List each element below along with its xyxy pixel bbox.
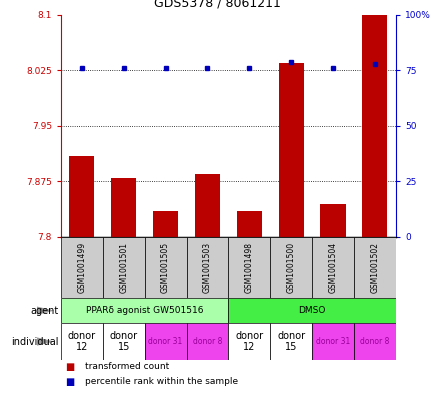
Bar xyxy=(111,178,136,237)
Text: GSM1001500: GSM1001500 xyxy=(286,242,295,293)
Bar xyxy=(320,204,345,237)
Text: GSM1001504: GSM1001504 xyxy=(328,242,337,293)
Text: PPARδ agonist GW501516: PPARδ agonist GW501516 xyxy=(85,306,203,315)
Text: donor
15: donor 15 xyxy=(276,331,305,352)
Bar xyxy=(362,15,387,237)
Text: GSM1001502: GSM1001502 xyxy=(370,242,378,293)
Text: GSM1001501: GSM1001501 xyxy=(119,242,128,293)
Text: agent: agent xyxy=(30,306,59,316)
Text: GSM1001499: GSM1001499 xyxy=(77,242,86,293)
Text: transformed count: transformed count xyxy=(85,362,169,371)
Bar xyxy=(312,237,353,298)
Text: GSM1001503: GSM1001503 xyxy=(203,242,211,293)
Bar xyxy=(312,323,353,360)
Bar xyxy=(270,323,312,360)
Text: donor 8: donor 8 xyxy=(359,337,389,346)
Bar xyxy=(278,63,303,237)
Bar xyxy=(153,211,178,237)
Text: donor
12: donor 12 xyxy=(235,331,263,352)
Bar xyxy=(353,323,395,360)
Text: donor 31: donor 31 xyxy=(148,337,182,346)
Bar xyxy=(144,323,186,360)
Text: DMSO: DMSO xyxy=(298,306,325,315)
Text: donor
15: donor 15 xyxy=(109,331,138,352)
Polygon shape xyxy=(37,337,54,346)
Bar xyxy=(270,237,312,298)
Bar xyxy=(194,174,220,237)
Text: ■: ■ xyxy=(65,377,74,387)
Text: percentile rank within the sample: percentile rank within the sample xyxy=(85,377,237,386)
Bar xyxy=(186,323,228,360)
Polygon shape xyxy=(37,307,54,315)
Bar xyxy=(61,237,102,298)
Text: GSM1001505: GSM1001505 xyxy=(161,242,170,293)
Bar xyxy=(228,237,270,298)
Bar xyxy=(353,237,395,298)
Bar xyxy=(186,237,228,298)
Bar xyxy=(102,237,144,298)
Bar xyxy=(236,211,261,237)
Text: ■: ■ xyxy=(65,362,74,371)
Bar xyxy=(61,323,102,360)
Bar xyxy=(61,298,228,323)
Bar xyxy=(144,237,186,298)
Text: donor 8: donor 8 xyxy=(192,337,222,346)
Text: GDS5378 / 8061211: GDS5378 / 8061211 xyxy=(154,0,280,9)
Bar xyxy=(228,298,395,323)
Bar xyxy=(69,156,94,237)
Text: GSM1001498: GSM1001498 xyxy=(244,242,253,293)
Bar xyxy=(102,323,144,360)
Bar xyxy=(228,323,270,360)
Text: donor 31: donor 31 xyxy=(315,337,349,346)
Text: donor
12: donor 12 xyxy=(68,331,95,352)
Text: individual: individual xyxy=(11,336,59,347)
